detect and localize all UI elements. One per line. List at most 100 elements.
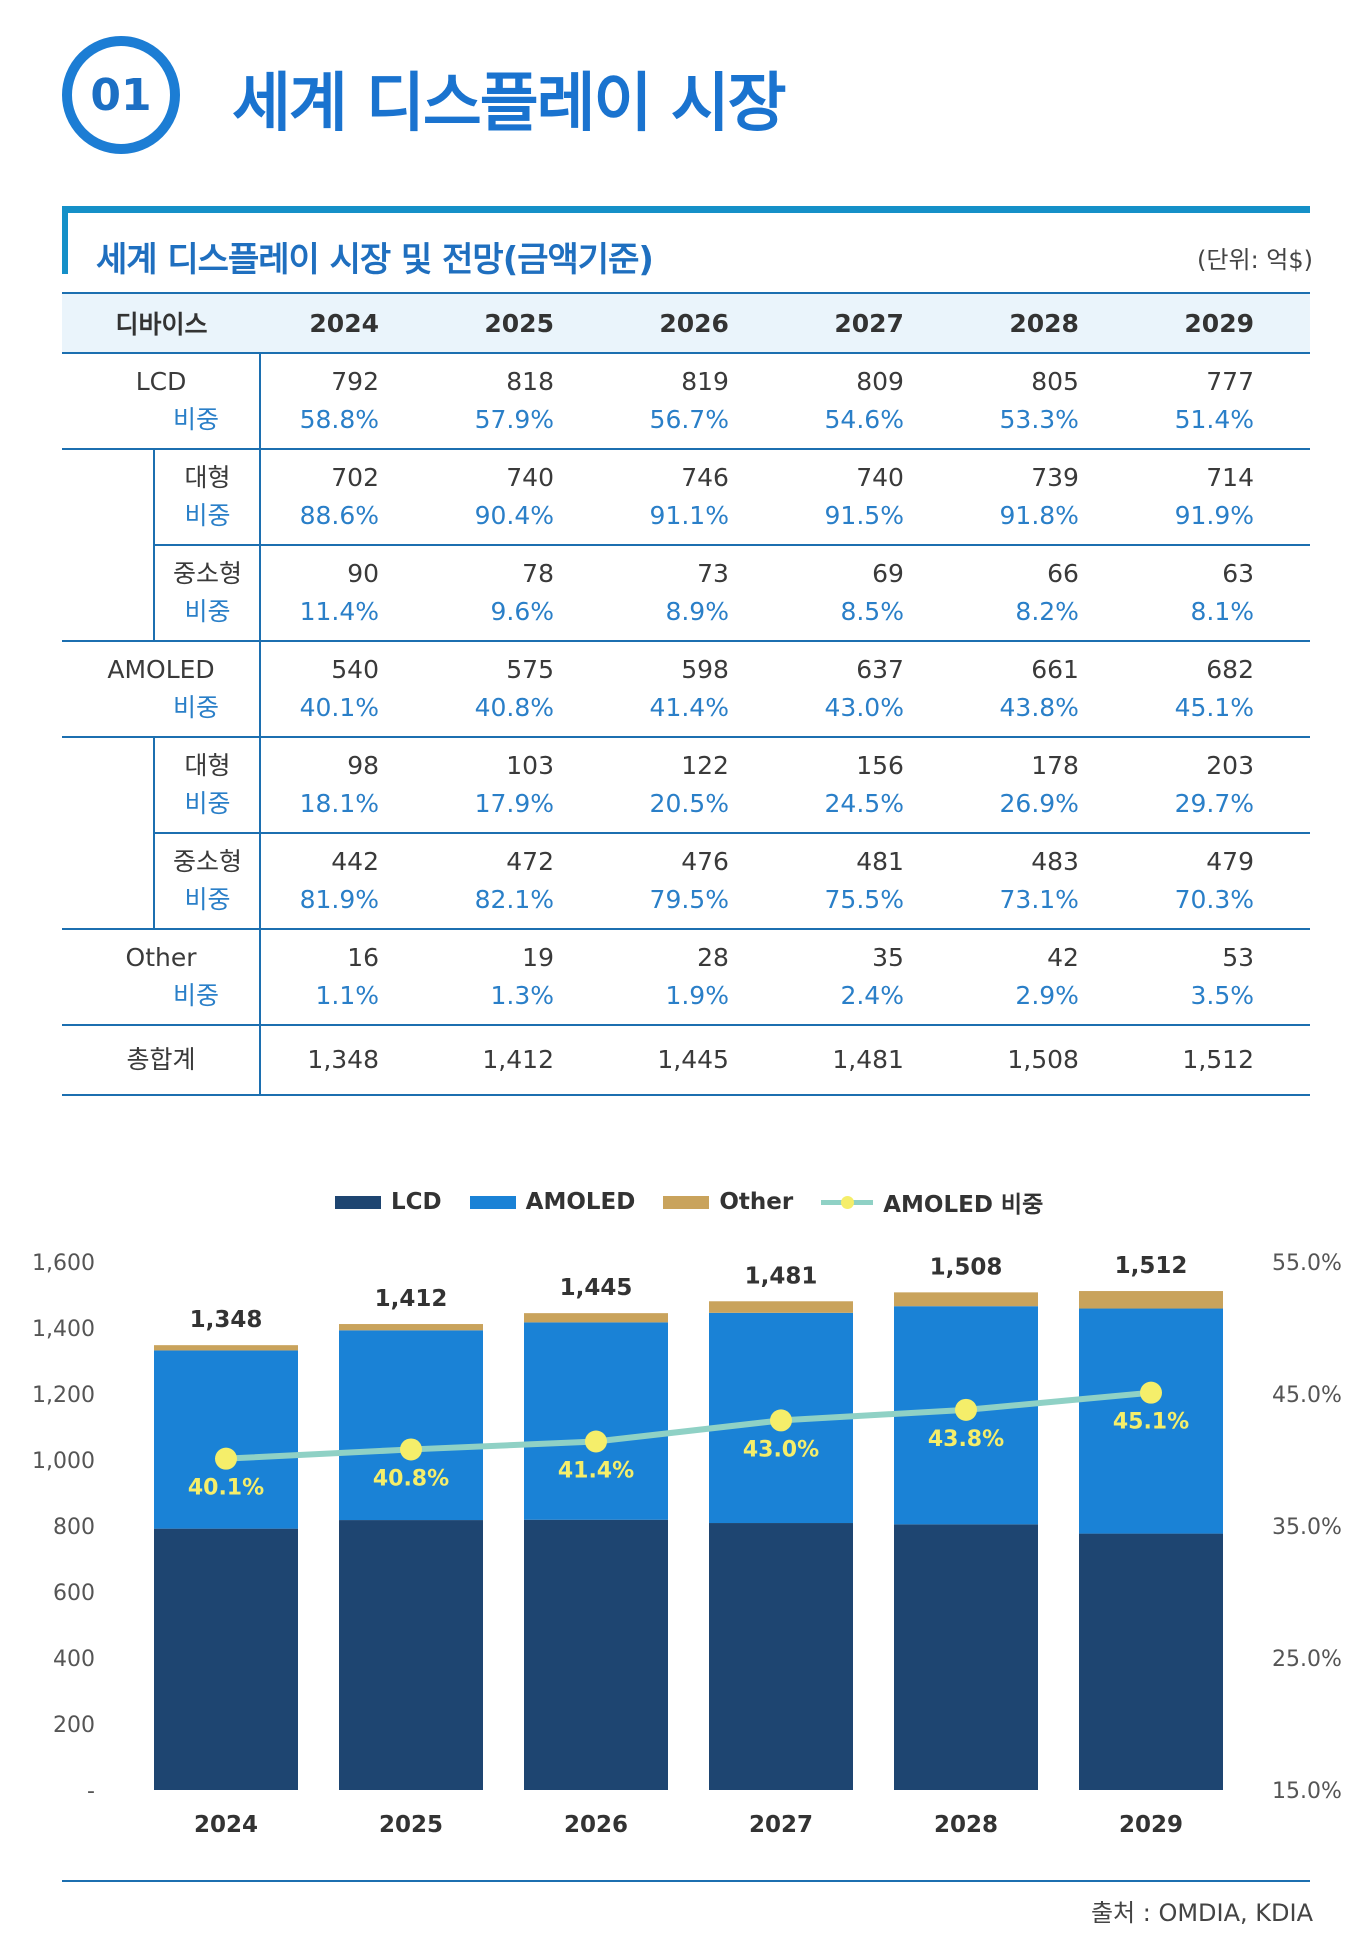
year-header: 2029 bbox=[1134, 292, 1310, 354]
section-number-badge: 01 bbox=[62, 36, 180, 154]
share-point bbox=[1140, 1381, 1162, 1404]
share-data-label: 40.8% bbox=[373, 1466, 449, 1491]
table-cell: 805 53.3% bbox=[959, 353, 1135, 450]
y2-tick-label: 25.0% bbox=[1272, 1647, 1342, 1672]
table-cell: 739 91.8% bbox=[959, 449, 1135, 546]
bar-segment-lcd bbox=[894, 1524, 1038, 1790]
table-cell: 442 81.9% bbox=[260, 833, 435, 930]
device-header: 디바이스 bbox=[62, 292, 261, 354]
share-label: 비중 bbox=[173, 981, 220, 1010]
y2-tick-label: 55.0% bbox=[1272, 1251, 1342, 1276]
table-cell: 575 40.8% bbox=[435, 641, 610, 738]
table-cell: 746 91.1% bbox=[609, 449, 785, 546]
table-cell: 1,481 bbox=[784, 1024, 960, 1096]
table-cell: 598 41.4% bbox=[609, 641, 785, 738]
bar-segment-amoled bbox=[1079, 1308, 1223, 1534]
share-point bbox=[770, 1409, 792, 1432]
table-cell: 66 8.2% bbox=[959, 545, 1135, 642]
legend-item-other: Other bbox=[663, 1189, 793, 1215]
bar-segment-lcd bbox=[524, 1519, 668, 1790]
legend-item-share: AMOLED 비중 bbox=[821, 1185, 1043, 1219]
share-data-label: 43.8% bbox=[928, 1427, 1004, 1452]
amoled-large-row: 대형 비중 98 18.1% 103 17.9% 122 20.5% 156 24.5% … bbox=[62, 737, 1310, 834]
table-cell: 178 26.9% bbox=[959, 737, 1135, 834]
year-header: 2025 bbox=[435, 292, 610, 354]
table-cell: 16 1.1% bbox=[260, 929, 435, 1026]
bar-total-label: 1,348 bbox=[190, 1307, 263, 1333]
share-label: 비중 bbox=[173, 405, 220, 434]
bar-segment-lcd bbox=[709, 1523, 853, 1790]
row-label: LCD bbox=[135, 367, 187, 396]
y-tick-label: 200 bbox=[53, 1713, 95, 1738]
table-cell: 63 8.1% bbox=[1134, 545, 1310, 642]
bar-segment-amoled bbox=[524, 1322, 668, 1520]
table-cell: 819 56.7% bbox=[609, 353, 785, 450]
table-header-row: 디바이스 2024 2025 2026 2027 2028 2029 bbox=[62, 292, 1310, 354]
share-line bbox=[225, 1389, 1152, 1462]
table-cell: 98 18.1% bbox=[260, 737, 435, 834]
table-cell: 1,348 bbox=[260, 1024, 435, 1096]
sub-label-cell: 중소형 비중 bbox=[152, 545, 262, 642]
table-cell: 702 88.6% bbox=[260, 449, 435, 546]
other-row: Other 비중 16 1.1% 19 1.3% 28 1.9% 35 2.4% 42 2… bbox=[62, 929, 1310, 1026]
legend-line-swatch bbox=[821, 1194, 874, 1210]
table-cell: 479 70.3% bbox=[1134, 833, 1310, 930]
lcd-large-row: 대형 비중 702 88.6% 740 90.4% 746 91.1% 740 91.5%… bbox=[62, 449, 1310, 546]
table-cell: 740 91.5% bbox=[784, 449, 960, 546]
table-cell: 122 20.5% bbox=[609, 737, 785, 834]
table-cell: 809 54.6% bbox=[784, 353, 960, 450]
lcd-label-cell: LCD 비중 bbox=[62, 353, 262, 450]
table-cell: 714 91.9% bbox=[1134, 449, 1310, 546]
table-cell: 1,512 bbox=[1134, 1024, 1310, 1096]
amoled-row: AMOLED 비중 540 40.1% 575 40.8% 598 41.4% 637… bbox=[62, 641, 1310, 738]
legend-swatch bbox=[335, 1195, 381, 1209]
table-cell: 1,508 bbox=[959, 1024, 1135, 1096]
table-cell: 1,412 bbox=[435, 1024, 610, 1096]
bar-segment-amoled bbox=[154, 1350, 298, 1529]
share-label: 비중 bbox=[173, 693, 220, 722]
bar-total-label: 1,508 bbox=[930, 1254, 1003, 1280]
share-point bbox=[400, 1438, 422, 1461]
page-title: 세계 디스플레이 시장 bbox=[232, 67, 786, 141]
lcd-row: LCD 비중 792 58.8% 818 57.9% 819 56.7% 809 54.… bbox=[62, 353, 1310, 450]
share-data-label: 40.1% bbox=[188, 1476, 264, 1501]
bar-segment-other bbox=[894, 1292, 1038, 1307]
sub-label-cell: 대형 비중 bbox=[152, 737, 262, 834]
x-tick-label: 2024 bbox=[194, 1812, 258, 1838]
y2-tick-label: 45.0% bbox=[1272, 1383, 1342, 1408]
bar-total-label: 1,412 bbox=[375, 1286, 448, 1312]
sub-label-cell: 중소형 비중 bbox=[152, 833, 262, 930]
table-cell: 35 2.4% bbox=[784, 929, 960, 1026]
year-header: 2026 bbox=[609, 292, 785, 354]
y2-tick-label: 15.0% bbox=[1272, 1779, 1342, 1804]
table-cell: 818 57.9% bbox=[435, 353, 610, 450]
y2-tick-label: 35.0% bbox=[1272, 1515, 1342, 1540]
table-cell: 42 2.9% bbox=[959, 929, 1135, 1026]
bar-segment-other bbox=[709, 1301, 853, 1313]
table-cell: 540 40.1% bbox=[260, 641, 435, 738]
legend-swatch bbox=[663, 1195, 710, 1209]
bar-total-label: 1,445 bbox=[560, 1275, 633, 1301]
source-note: 출처 : OMDIA, KDIA bbox=[1090, 1899, 1313, 1927]
share-data-label: 43.0% bbox=[743, 1437, 819, 1462]
share-data-label: 45.1% bbox=[1113, 1410, 1189, 1435]
table-cell: 203 29.7% bbox=[1134, 737, 1310, 834]
bar-segment-lcd bbox=[1079, 1533, 1223, 1790]
x-tick-label: 2028 bbox=[934, 1812, 998, 1838]
table-cell: 792 58.8% bbox=[260, 353, 435, 450]
total-label: 총합계 bbox=[62, 1024, 262, 1096]
table-cell: 483 73.1% bbox=[959, 833, 1135, 930]
amoled-small-row: 중소형 비중 442 81.9% 472 82.1% 476 79.5% 481 75.5… bbox=[62, 833, 1310, 930]
table-cell: 472 82.1% bbox=[435, 833, 610, 930]
table-cell: 28 1.9% bbox=[609, 929, 785, 1026]
share-point bbox=[955, 1398, 977, 1421]
bar-segment-other bbox=[1079, 1291, 1223, 1309]
y-tick-label: 400 bbox=[53, 1647, 95, 1672]
other-label-cell: Other 비중 bbox=[62, 929, 262, 1026]
total-row: 총합계 1,348 1,412 1,445 1,481 1,508 1,512 bbox=[62, 1024, 1310, 1096]
x-tick-label: 2029 bbox=[1119, 1812, 1183, 1838]
bar-segment-lcd bbox=[154, 1528, 298, 1790]
bar-total-label: 1,481 bbox=[745, 1263, 818, 1289]
sub-label-cell: 대형 비중 bbox=[152, 449, 262, 546]
table-cell: 53 3.5% bbox=[1134, 929, 1310, 1026]
